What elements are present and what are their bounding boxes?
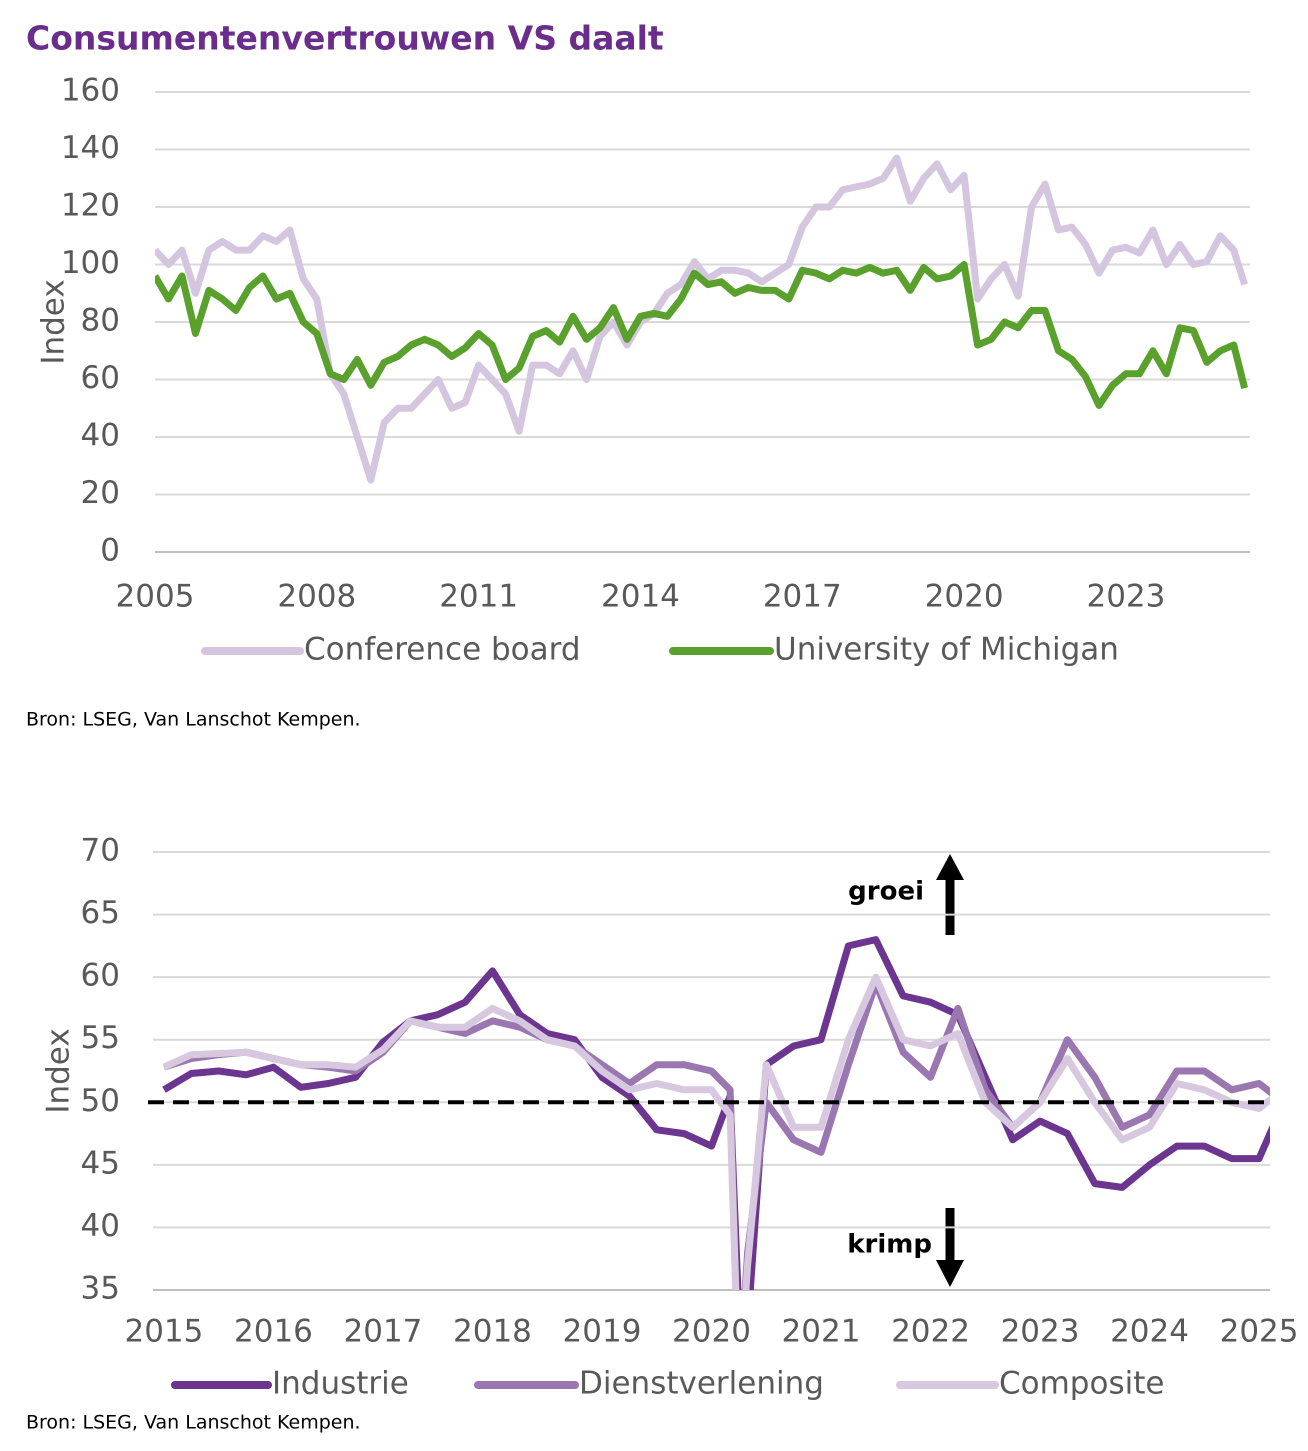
plot-area — [155, 154, 1248, 484]
annotation: groei — [848, 877, 924, 907]
y-tick-label: 40 — [81, 1208, 120, 1244]
x-tick-label: 2022 — [891, 1314, 970, 1350]
x-tick-label: 2019 — [563, 1314, 642, 1350]
source-note: Bron: LSEG, Van Lanschot Kempen. — [26, 709, 361, 731]
series-line — [162, 936, 1270, 1290]
legend-label: Conference board — [304, 632, 581, 668]
plot-area — [162, 936, 1270, 1290]
x-tick-label: 2015 — [124, 1314, 203, 1350]
arrow-up-head — [936, 854, 964, 880]
y-tick-label: 140 — [61, 130, 120, 166]
x-tick-label: 2016 — [234, 1314, 313, 1350]
x-tick-label: 2023 — [1001, 1314, 1080, 1350]
x-tick-label: 2011 — [439, 579, 518, 615]
y-axis-title: Index — [36, 279, 72, 364]
y-tick-label: 35 — [81, 1271, 120, 1307]
y-tick-label: 40 — [81, 418, 120, 454]
arrow-down-head — [936, 1260, 964, 1287]
y-tick-label: 50 — [81, 1083, 120, 1119]
x-tick-label: 2024 — [1110, 1314, 1189, 1350]
legend-label: Industrie — [272, 1366, 409, 1402]
y-tick-label: 60 — [81, 360, 120, 396]
annotation: krimp — [847, 1230, 932, 1260]
y-tick-label: 20 — [81, 475, 120, 511]
x-tick-label: 2008 — [277, 579, 356, 615]
y-tick-label: 80 — [81, 303, 120, 339]
y-tick-label: 55 — [81, 1020, 120, 1056]
y-tick-label: 0 — [100, 533, 120, 569]
x-tick-label: 2025 — [1220, 1314, 1299, 1350]
x-tick-label: 2023 — [1086, 579, 1165, 615]
chart-title: Consumentenvertrouwen VS daalt — [26, 19, 664, 58]
x-tick-label: 2014 — [601, 579, 680, 615]
y-tick-label: 60 — [81, 958, 120, 994]
series-line — [162, 973, 1270, 1290]
x-tick-label: 2020 — [672, 1314, 751, 1350]
y-tick-label: 160 — [61, 73, 120, 109]
x-tick-label: 2017 — [344, 1314, 423, 1350]
legend-label: Composite — [999, 1366, 1164, 1402]
y-tick-label: 100 — [61, 245, 120, 281]
legend-label: Dienstverlening — [579, 1366, 824, 1402]
y-tick-label: 45 — [81, 1145, 120, 1181]
x-tick-label: 2018 — [453, 1314, 532, 1350]
source-note: Bron: LSEG, Van Lanschot Kempen. — [26, 1412, 361, 1434]
y-tick-label: 120 — [61, 188, 120, 224]
legend-label: University of Michigan — [774, 632, 1119, 668]
x-tick-label: 2020 — [925, 579, 1004, 615]
y-tick-label: 70 — [81, 833, 120, 869]
y-axis-title: Index — [41, 1028, 77, 1113]
x-tick-label: 2017 — [763, 579, 842, 615]
y-tick-label: 65 — [81, 895, 120, 931]
series-line — [155, 154, 1248, 484]
x-tick-label: 2005 — [116, 579, 195, 615]
series-line — [155, 261, 1248, 409]
x-tick-label: 2021 — [782, 1314, 861, 1350]
